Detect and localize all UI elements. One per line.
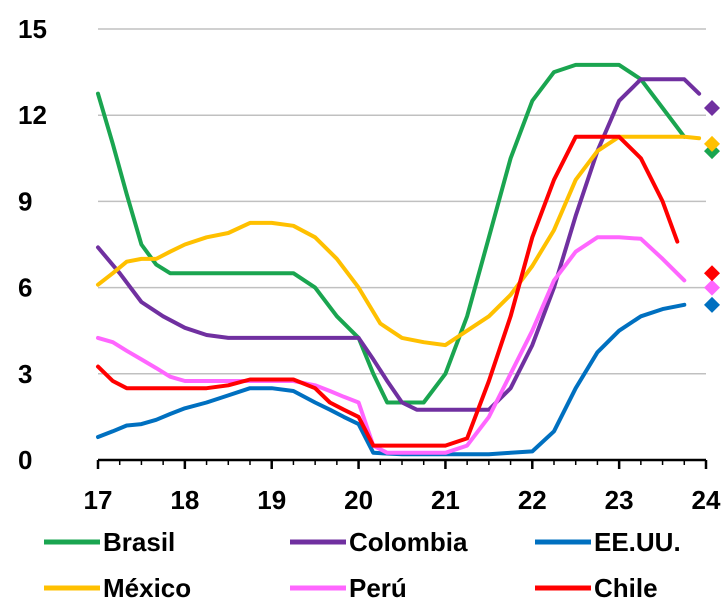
series-line-peru (96, 235, 687, 455)
legend-label-chile: Chile (594, 573, 658, 603)
series-line-ee-uu (96, 302, 687, 457)
endpoint-markers (704, 100, 720, 313)
legend-label-brasil: Brasil (103, 527, 175, 557)
axes (96, 458, 708, 469)
endpoint-marker-ee-uu (704, 296, 720, 313)
x-tick-label-17: 17 (84, 485, 113, 515)
legend: Brasil Colombia EE.UU. México Perú Chile (44, 527, 681, 603)
tick-labels: 0 3 6 9 12 15 17 18 19 20 21 22 23 24 (18, 14, 721, 515)
x-tick-label-20: 20 (344, 485, 373, 515)
legend-label-ee-uu: EE.UU. (594, 527, 681, 557)
y-tick-label-15: 15 (18, 14, 47, 44)
legend-label-colombia: Colombia (349, 527, 468, 557)
x-tick-label-18: 18 (170, 485, 199, 515)
endpoint-marker-colombia (704, 100, 720, 117)
x-tick-label-21: 21 (431, 485, 460, 515)
endpoint-marker-mexico (704, 135, 720, 152)
y-tick-label-9: 9 (18, 186, 32, 216)
series-lines (96, 62, 702, 457)
series-line-brasil (96, 62, 687, 405)
endpoint-marker-chile (704, 265, 720, 282)
legend-label-peru: Perú (349, 573, 407, 603)
y-tick-label-12: 12 (18, 100, 47, 130)
gridlines (98, 28, 706, 375)
x-tick-label-19: 19 (257, 485, 286, 515)
legend-label-mexico: México (103, 573, 191, 603)
x-tick-label-22: 22 (518, 485, 547, 515)
y-tick-label-3: 3 (18, 359, 32, 389)
y-tick-label-6: 6 (18, 273, 32, 303)
endpoint-marker-peru (704, 279, 720, 296)
y-tick-label-0: 0 (18, 445, 32, 475)
series-line-mexico (96, 134, 702, 348)
x-tick-label-24: 24 (692, 485, 721, 515)
series-line-chile (96, 134, 680, 448)
x-tick-label-23: 23 (605, 485, 634, 515)
